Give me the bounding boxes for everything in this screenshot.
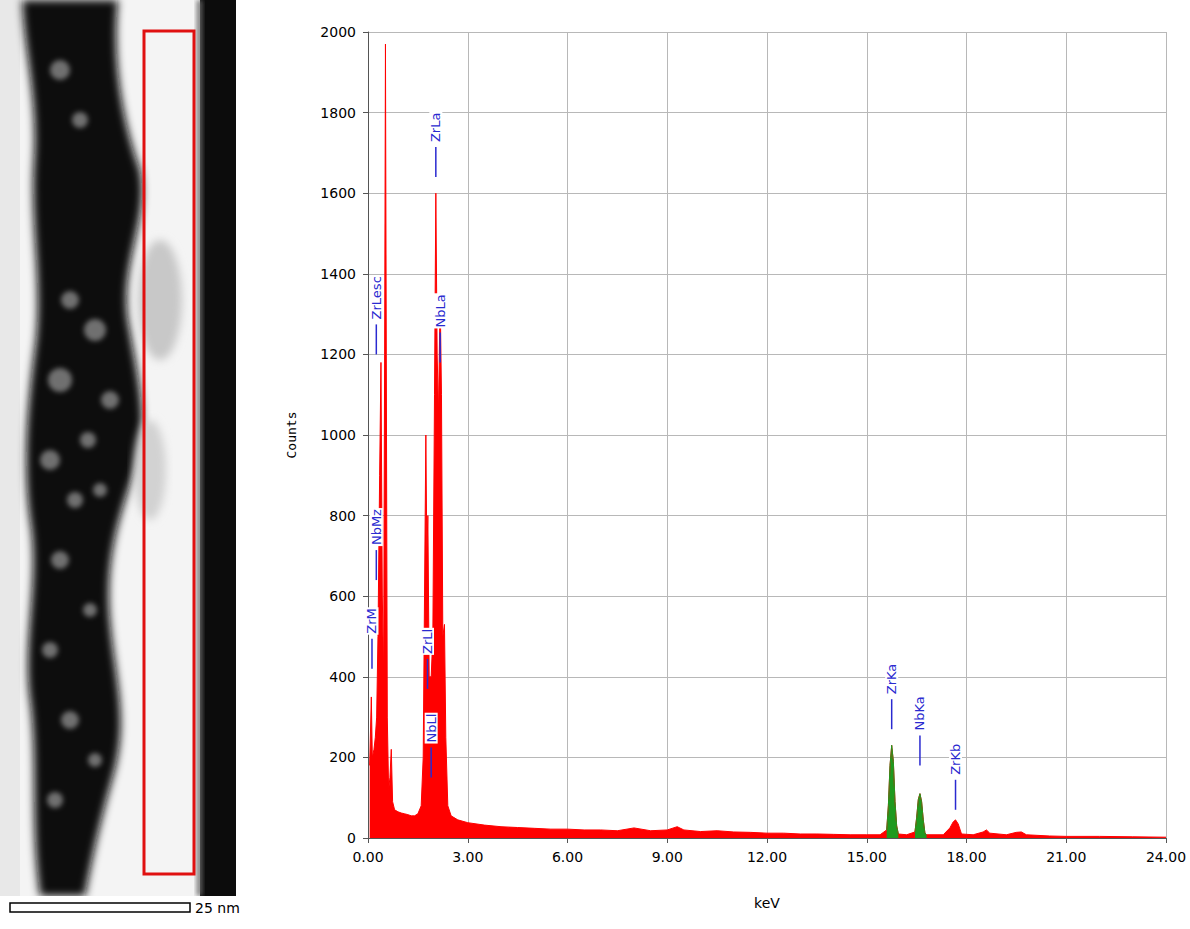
svg-text:0: 0 xyxy=(347,830,356,846)
svg-text:12.00: 12.00 xyxy=(747,849,787,865)
svg-text:24.00: 24.00 xyxy=(1146,849,1186,865)
svg-text:1600: 1600 xyxy=(320,185,356,201)
svg-text:9.00: 9.00 xyxy=(652,849,683,865)
svg-text:ZrKb: ZrKb xyxy=(948,744,963,775)
svg-text:400: 400 xyxy=(329,669,356,685)
svg-text:800: 800 xyxy=(329,508,356,524)
svg-text:6.00: 6.00 xyxy=(552,849,583,865)
svg-text:25 nm: 25 nm xyxy=(195,900,240,916)
svg-text:NbLl: NbLl xyxy=(424,714,439,743)
svg-text:200: 200 xyxy=(329,749,356,765)
svg-text:2000: 2000 xyxy=(320,24,356,40)
svg-text:ZrKa: ZrKa xyxy=(884,664,899,695)
svg-text:21.00: 21.00 xyxy=(1046,849,1086,865)
svg-text:NbLa: NbLa xyxy=(433,294,448,327)
svg-text:ZrLesc: ZrLesc xyxy=(369,276,384,319)
svg-text:ZrM: ZrM xyxy=(364,608,379,633)
svg-text:15.00: 15.00 xyxy=(847,849,887,865)
svg-text:NbMz: NbMz xyxy=(369,509,384,545)
svg-text:1400: 1400 xyxy=(320,266,356,282)
svg-text:3.00: 3.00 xyxy=(452,849,483,865)
svg-text:ZrLa: ZrLa xyxy=(428,113,443,142)
svg-text:ZrLl: ZrLl xyxy=(420,629,435,654)
svg-text:1800: 1800 xyxy=(320,105,356,121)
svg-text:1200: 1200 xyxy=(320,346,356,362)
svg-text:18.00: 18.00 xyxy=(946,849,986,865)
svg-text:1000: 1000 xyxy=(320,427,356,443)
svg-text:0.00: 0.00 xyxy=(352,849,383,865)
svg-text:keV: keV xyxy=(754,895,780,911)
svg-text:Counts: Counts xyxy=(284,412,299,459)
svg-text:600: 600 xyxy=(329,588,356,604)
svg-text:NbKa: NbKa xyxy=(912,696,927,730)
